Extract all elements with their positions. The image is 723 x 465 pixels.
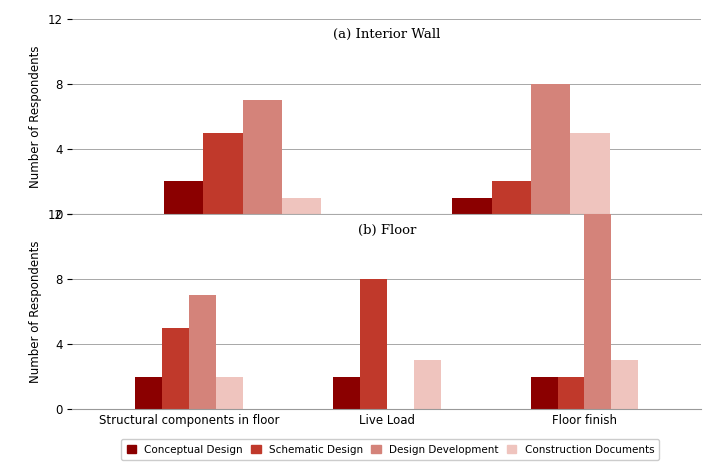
Bar	[492, 181, 531, 214]
Bar	[584, 214, 612, 409]
Bar	[453, 198, 492, 214]
Text: (b) Floor: (b) Floor	[358, 224, 416, 237]
Bar	[333, 377, 360, 409]
Bar	[360, 279, 387, 409]
Bar	[243, 100, 282, 214]
Bar	[189, 295, 216, 409]
Bar	[135, 377, 162, 409]
Text: (a) Interior Wall: (a) Interior Wall	[333, 28, 440, 41]
Bar	[203, 133, 243, 214]
Bar	[282, 198, 321, 214]
Legend: Conceptual Design, Schematic Design, Design Development, Construction Documents: Conceptual Design, Schematic Design, Des…	[121, 439, 659, 460]
Bar	[531, 377, 557, 409]
Y-axis label: Number of Respondents: Number of Respondents	[29, 45, 42, 187]
Bar	[570, 133, 609, 214]
Bar	[414, 360, 441, 409]
Y-axis label: Number of Respondents: Number of Respondents	[29, 240, 42, 383]
Bar	[216, 377, 243, 409]
Bar	[557, 377, 584, 409]
Bar	[162, 328, 189, 409]
Bar	[531, 84, 570, 214]
Bar	[612, 360, 638, 409]
Bar	[164, 181, 203, 214]
